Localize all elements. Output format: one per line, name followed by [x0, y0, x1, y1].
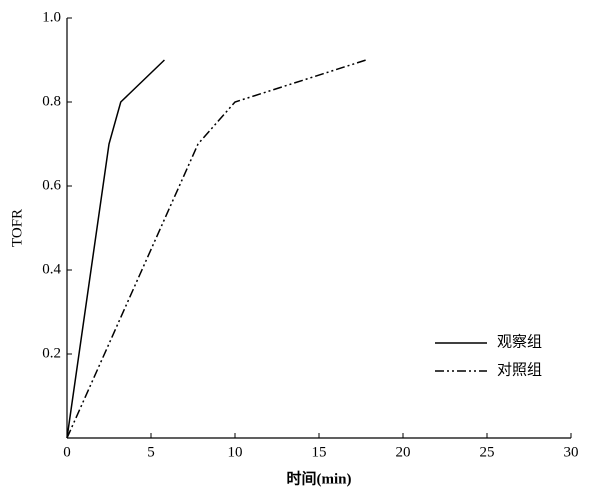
y-tick-label: 1.0 — [42, 9, 61, 25]
x-tick-label: 30 — [564, 444, 579, 460]
y-tick-label: 0.4 — [42, 261, 61, 277]
legend-label: 观察组 — [497, 332, 542, 350]
x-tick-label: 5 — [147, 444, 155, 460]
y-axis-label: TOFR — [9, 209, 25, 247]
y-tick-label: 0.8 — [42, 93, 61, 109]
x-tick-label: 10 — [228, 444, 243, 460]
x-tick-label: 0 — [63, 444, 71, 460]
y-tick-label: 0.2 — [42, 345, 61, 361]
x-tick-label: 15 — [312, 444, 327, 460]
x-axis-label: 时间(min) — [287, 469, 352, 487]
series-line — [66, 59, 367, 439]
legend-label: 对照组 — [497, 361, 542, 378]
x-tick-label: 20 — [396, 444, 411, 460]
series-line — [66, 59, 165, 439]
x-tick-label: 25 — [480, 444, 495, 460]
y-tick-label: 0.6 — [42, 177, 61, 193]
